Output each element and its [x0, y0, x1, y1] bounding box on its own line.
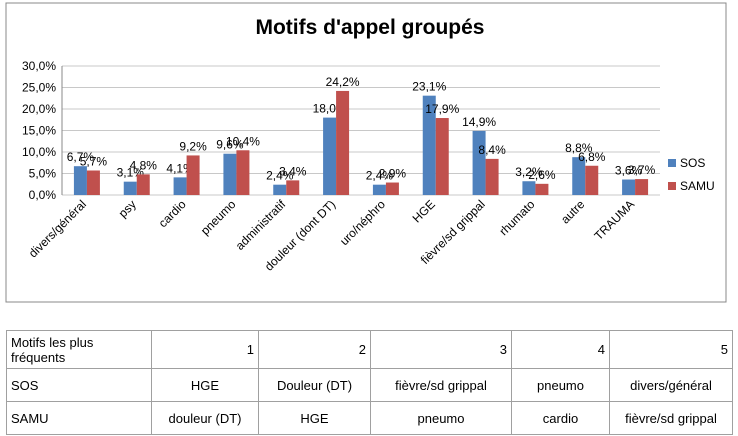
bar	[535, 183, 549, 195]
value-label: 4,8%	[130, 158, 158, 172]
bar	[286, 180, 300, 195]
table-header: Motifs les plus fréquents	[6, 330, 152, 369]
value-label: 2,4%	[366, 169, 394, 183]
table-header: 1	[151, 330, 259, 369]
bar	[622, 179, 636, 195]
table-cell: cardio	[511, 401, 610, 435]
value-label: 5,7%	[80, 154, 108, 168]
y-tick-label: 0,0%	[29, 188, 57, 202]
y-tick-label: 10,0%	[22, 145, 56, 159]
legend-label: SOS	[680, 156, 705, 170]
table-cell: Douleur (DT)	[258, 368, 371, 402]
bar	[522, 181, 536, 195]
legend-swatch	[668, 182, 676, 190]
value-label: 3,6%	[615, 164, 643, 178]
table: Motifs les plus fréquents 1 2 3 4 5 SOS …	[6, 330, 733, 435]
bar	[435, 118, 449, 195]
bar	[73, 166, 87, 195]
table-header: 5	[609, 330, 733, 369]
table-header: 4	[511, 330, 610, 369]
bar	[173, 177, 187, 195]
value-label: 9,6%	[216, 138, 244, 152]
value-label: 2,6%	[528, 168, 556, 182]
value-label: 23,1%	[412, 80, 446, 94]
bar	[136, 174, 150, 195]
y-tick-label: 5,0%	[29, 167, 57, 181]
table-cell: pneumo	[511, 368, 610, 402]
table-header: 3	[370, 330, 512, 369]
value-label: 8,4%	[478, 143, 506, 157]
bar	[223, 153, 237, 195]
table-cell: SAMU	[6, 401, 152, 435]
table-cell: divers/général	[609, 368, 733, 402]
value-label: 24,2%	[326, 75, 360, 89]
value-label: 17,9%	[425, 102, 459, 116]
chart-title: Motifs d'appel groupés	[255, 16, 484, 39]
value-label: 10,4%	[226, 134, 260, 148]
bar	[123, 181, 137, 195]
value-label: 6,8%	[578, 150, 606, 164]
table-cell: HGE	[258, 401, 371, 435]
table-cell: douleur (DT)	[151, 401, 259, 435]
bar	[236, 150, 250, 195]
value-label: 3,4%	[279, 164, 307, 178]
table-cell: fièvre/sd grippal	[370, 368, 512, 402]
bar	[336, 90, 350, 195]
bar	[585, 165, 599, 195]
value-label: 3,2%	[515, 165, 543, 179]
y-tick-label: 15,0%	[22, 124, 56, 138]
bar	[273, 184, 287, 195]
bar	[485, 158, 499, 195]
legend-label: SAMU	[680, 179, 715, 193]
value-label: 6,7%	[67, 150, 95, 164]
bar	[372, 184, 386, 195]
bar	[572, 157, 586, 195]
bar	[385, 182, 399, 195]
bar	[86, 170, 100, 195]
value-label: 8,8%	[565, 141, 593, 155]
chart: Motifs d'appel groupés 0,0% 5,0% 10,0% 15,0…	[5, 2, 727, 303]
legend-swatch	[668, 159, 676, 167]
table-cell: HGE	[151, 368, 259, 402]
table-cell: pneumo	[370, 401, 512, 435]
bar	[186, 155, 200, 195]
value-label: 3,7%	[628, 163, 656, 177]
y-tick-label: 20,0%	[22, 102, 56, 116]
table-header: 2	[258, 330, 371, 369]
value-label: 9,2%	[179, 139, 207, 153]
value-label: 2,4%	[266, 169, 294, 183]
bar	[472, 130, 486, 195]
bar	[422, 95, 436, 195]
value-label: 2,9%	[379, 167, 407, 181]
table-cell: fièvre/sd grippal	[609, 401, 733, 435]
bar	[635, 179, 649, 195]
y-tick-label: 30,0%	[22, 59, 56, 73]
value-label: 14,9%	[462, 115, 496, 129]
bar	[323, 117, 337, 195]
table-cell: SOS	[6, 368, 152, 402]
y-tick-label: 25,0%	[22, 81, 56, 95]
